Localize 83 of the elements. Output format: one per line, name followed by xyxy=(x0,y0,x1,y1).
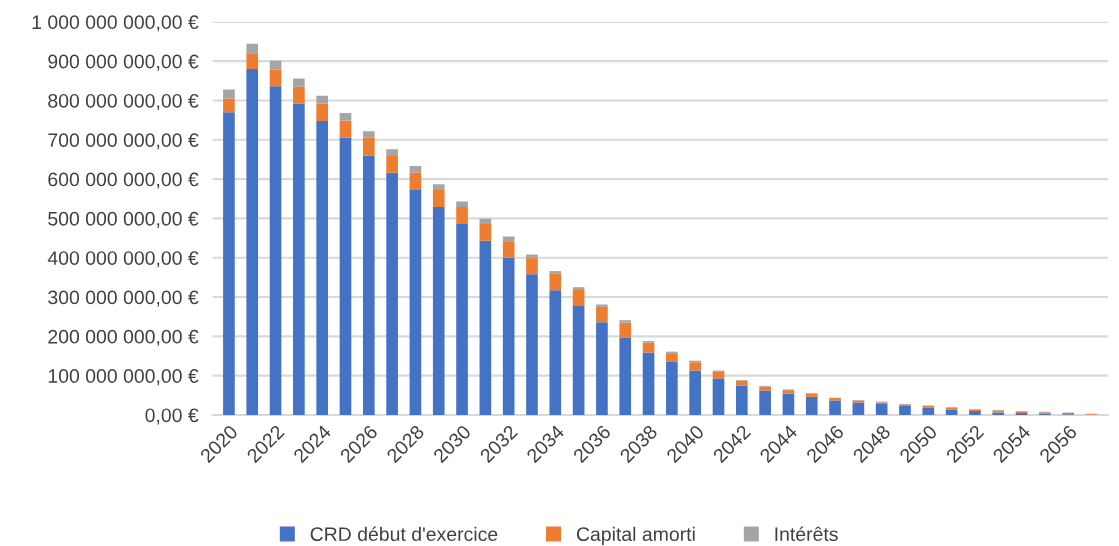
y-tick-label: 1 000 000 000,00 € xyxy=(32,15,199,32)
y-tick-label: 200 000 000,00 € xyxy=(48,329,199,346)
bar xyxy=(409,166,422,173)
bar xyxy=(362,155,375,415)
bar xyxy=(549,271,562,274)
bar xyxy=(689,370,702,415)
bar xyxy=(456,223,468,415)
bar xyxy=(293,78,305,87)
bar xyxy=(502,257,515,415)
bar xyxy=(223,89,235,99)
bar xyxy=(922,407,935,415)
bar xyxy=(339,137,352,415)
bar xyxy=(596,322,608,415)
y-tick-label: 800 000 000,00 € xyxy=(48,93,199,110)
bar xyxy=(269,86,282,415)
bar xyxy=(805,396,818,415)
bar xyxy=(432,207,445,415)
bar xyxy=(479,218,492,224)
bar xyxy=(386,149,398,156)
bar xyxy=(362,137,375,156)
legend-label: Capital amorti xyxy=(576,526,695,545)
bar xyxy=(759,390,771,415)
bar xyxy=(386,155,398,173)
bar xyxy=(223,98,235,113)
bar xyxy=(829,400,841,415)
bar xyxy=(223,112,235,415)
bar xyxy=(293,86,305,104)
bar xyxy=(409,190,422,415)
bar xyxy=(619,320,632,323)
bar xyxy=(852,402,865,415)
bar xyxy=(246,43,259,54)
bar xyxy=(572,306,585,415)
bar xyxy=(596,306,608,323)
bar xyxy=(362,131,375,138)
bar xyxy=(712,378,725,415)
bar xyxy=(735,385,748,415)
bar xyxy=(502,241,515,258)
bar xyxy=(456,201,468,207)
y-tick-label: 900 000 000,00 € xyxy=(48,54,199,71)
bar xyxy=(526,274,538,415)
bar xyxy=(339,120,352,138)
y-tick-label: 600 000 000,00 € xyxy=(48,172,199,189)
bar xyxy=(479,223,492,241)
bar xyxy=(456,207,468,224)
bar xyxy=(619,337,632,415)
bar xyxy=(782,393,795,415)
bar xyxy=(526,258,538,275)
bar xyxy=(269,69,282,87)
y-tick-label: 500 000 000,00 € xyxy=(48,211,199,228)
bar xyxy=(479,240,492,415)
bar xyxy=(689,362,702,371)
bar xyxy=(432,184,445,191)
bar xyxy=(759,386,771,391)
bar xyxy=(666,361,678,415)
bar xyxy=(339,113,352,121)
bar xyxy=(386,172,398,415)
bar xyxy=(666,353,678,362)
legend-label: Intérêts xyxy=(775,526,838,542)
bar xyxy=(572,289,585,307)
bar xyxy=(316,95,329,104)
bar xyxy=(596,304,608,307)
bar xyxy=(619,322,632,338)
bar xyxy=(246,53,259,70)
bar xyxy=(316,103,329,121)
bar xyxy=(432,190,445,207)
y-tick-label: 700 000 000,00 € xyxy=(48,133,199,150)
legend-label: CRD début d'exercice xyxy=(310,526,498,542)
bar xyxy=(945,409,958,415)
bar xyxy=(409,172,422,191)
bar xyxy=(549,290,562,415)
bar xyxy=(712,371,725,379)
bar xyxy=(549,273,562,291)
y-tick-label: 100 000 000,00 € xyxy=(48,369,199,386)
bar xyxy=(269,60,282,70)
bar xyxy=(642,352,655,415)
bar xyxy=(316,120,329,415)
bar xyxy=(246,69,259,415)
y-tick-label: 300 000 000,00 € xyxy=(48,290,199,307)
y-tick-label: 0,00 € xyxy=(145,408,199,425)
bar xyxy=(572,287,585,290)
y-tick-label: 400 000 000,00 € xyxy=(47,251,199,268)
bar xyxy=(293,103,305,415)
bar xyxy=(502,236,515,242)
